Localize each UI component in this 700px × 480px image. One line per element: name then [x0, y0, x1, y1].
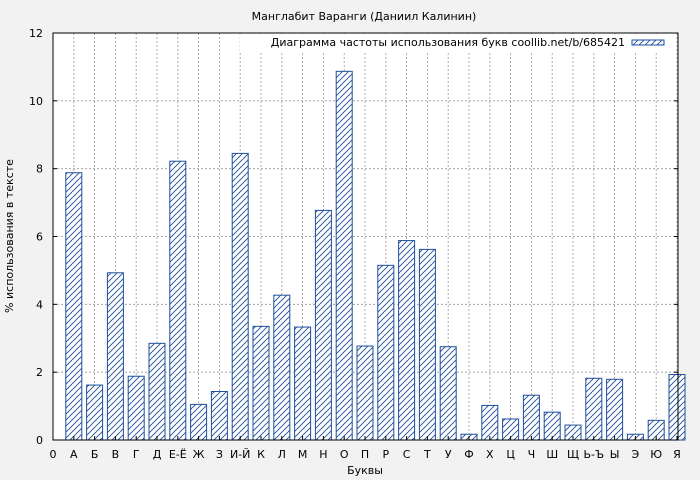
- x-tick-label: Ю: [650, 448, 662, 461]
- bar-Ш: [543, 411, 561, 441]
- x-tick-label: Я: [673, 448, 681, 461]
- bar-Е-Ё: [169, 160, 187, 441]
- bar-Б: [86, 384, 104, 441]
- x-tick-label: Ж: [193, 448, 205, 461]
- bar-В: [106, 272, 124, 441]
- legend-background: [240, 34, 676, 51]
- bar-Г: [127, 375, 145, 441]
- bar-Х: [481, 404, 499, 441]
- x-tick-label: Г: [133, 448, 140, 461]
- x-tick-label: Р: [382, 448, 389, 461]
- x-tick-label: Э: [632, 448, 640, 461]
- bar-О: [335, 70, 353, 441]
- y-axis-ticks: 0 2 4 6 8 10 12: [29, 27, 678, 447]
- y-tick-label: 10: [29, 95, 43, 108]
- legend: Диаграмма частоты использования букв coo…: [240, 34, 676, 51]
- y-tick-label: 4: [36, 298, 43, 311]
- x-axis-title: Буквы: [347, 464, 383, 477]
- x-tick-label: Е-Ё: [169, 448, 187, 461]
- x-tick-label: Б: [91, 448, 99, 461]
- bar-Ч: [522, 394, 540, 441]
- x-tick-label: Ш: [546, 448, 558, 461]
- y-axis-title: % использования в тексте: [3, 159, 16, 313]
- x-tick-label: Н: [319, 448, 327, 461]
- bar-А: [65, 172, 83, 441]
- legend-swatch: [631, 39, 665, 46]
- bar-Ь-Ъ: [585, 377, 603, 441]
- x-tick-label: Ь-Ъ: [583, 448, 604, 461]
- bar-З: [210, 390, 228, 441]
- bar-К: [252, 325, 270, 441]
- bar-Д: [148, 342, 166, 441]
- bar-П: [356, 345, 374, 441]
- x-tick-label: Т: [423, 448, 431, 461]
- x-tick-label: В: [112, 448, 120, 461]
- y-tick-label: 2: [36, 366, 43, 379]
- x-tick-label: И-Й: [230, 448, 250, 461]
- x-tick-label: Х: [486, 448, 494, 461]
- x-tick-label: Д: [153, 448, 162, 461]
- x-tick-label: У: [445, 448, 452, 461]
- x-tick-label: З: [216, 448, 223, 461]
- bar-Т: [418, 248, 436, 441]
- bar-М: [294, 326, 312, 441]
- y-tick-label: 6: [36, 231, 43, 244]
- y-tick-label: 12: [29, 27, 43, 40]
- x-axis-ticks: 0 А Б В Г Д Е-Ё Ж З И-Й К Л М Н О П Р С Т У Ф Х Ц Ч Ш Щ Ь-Ъ Ы Э Ю Я: [50, 436, 681, 461]
- x-tick-label: Щ: [567, 448, 579, 461]
- x-tick-label: К: [257, 448, 265, 461]
- chart-title: Манглабит Варанги (Даниил Калинин): [252, 10, 477, 23]
- x-tick-label: П: [361, 448, 369, 461]
- y-tick-label: 8: [36, 163, 43, 176]
- x-tick-label: М: [298, 448, 308, 461]
- x-tick-label: О: [340, 448, 349, 461]
- bar-С: [398, 240, 416, 441]
- y-tick-label: 0: [36, 434, 43, 447]
- x-tick-label: Ч: [528, 448, 536, 461]
- x-tick-label: А: [70, 448, 78, 461]
- bar-Ж: [190, 403, 208, 441]
- bar-Л: [273, 294, 291, 441]
- x-tick-label-zero: 0: [50, 448, 57, 461]
- bar-Ы: [606, 378, 624, 441]
- x-tick-label: С: [403, 448, 411, 461]
- bar-Н: [314, 209, 332, 441]
- bar-Я: [668, 374, 686, 441]
- bar-У: [439, 346, 457, 441]
- x-tick-label: Л: [278, 448, 286, 461]
- x-tick-label: Ы: [610, 448, 620, 461]
- x-tick-label: Ф: [464, 448, 473, 461]
- x-tick-label: Ц: [506, 448, 515, 461]
- bar-И-Й: [231, 152, 249, 441]
- bar-Р: [377, 264, 395, 441]
- legend-label: Диаграмма частоты использования букв coo…: [271, 36, 625, 49]
